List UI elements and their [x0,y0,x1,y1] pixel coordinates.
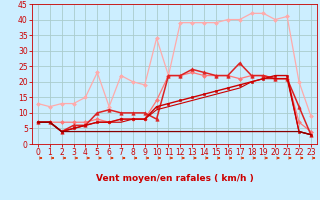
X-axis label: Vent moyen/en rafales ( km/h ): Vent moyen/en rafales ( km/h ) [96,174,253,183]
